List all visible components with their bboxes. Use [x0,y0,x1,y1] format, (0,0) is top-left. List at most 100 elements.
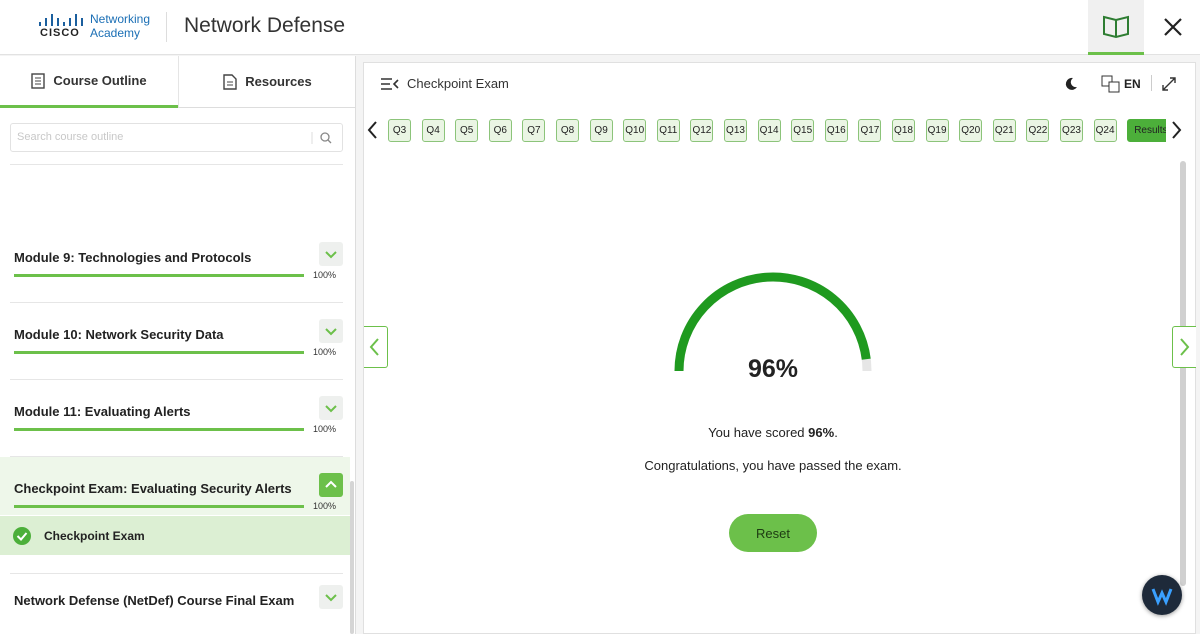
divider [166,12,167,42]
close-button[interactable] [1160,14,1186,40]
question-tab[interactable]: Q10 [623,119,647,142]
outline-icon [31,72,46,89]
score-message: You have scored 96%. [573,425,973,440]
question-tab[interactable]: Q11 [656,119,680,142]
tab-label: Course Outline [53,73,147,88]
question-tab[interactable]: Q14 [757,119,781,142]
message-score: 96% [808,425,835,440]
next-page[interactable] [1172,326,1196,368]
scrollbar [1180,161,1186,586]
chevron [325,480,337,488]
question-tab[interactable]: Q6 [488,119,512,142]
divider [10,164,343,165]
divider [1151,75,1152,91]
cisco-word: CISCO [40,27,80,39]
search-placeholder: Search course outline [17,131,124,143]
outline-entry[interactable]: Checkpoint Exam [0,516,350,555]
progress-label: 100% [312,501,336,511]
dark-mode-icon[interactable] [1063,76,1079,92]
question-tab[interactable]: Q12 [690,119,714,142]
divider [10,573,343,574]
chevron-path [325,251,337,259]
chevron-path [325,405,337,413]
progress-bar [14,274,304,277]
chevron-path [325,328,337,336]
item-title: Module 11: Evaluating Alerts [14,404,191,419]
score-gauge [674,272,872,372]
academy-logo: Networking Academy [90,12,150,40]
search-icon [311,132,332,144]
chevron [369,338,379,356]
prev-page[interactable] [364,326,388,368]
next-questions[interactable] [1169,120,1183,140]
question-tab[interactable]: Q4 [421,119,445,142]
divider [10,302,343,303]
question-tab[interactable]: Q7 [522,119,546,142]
divider [10,456,343,457]
divider [10,379,343,380]
prev-questions[interactable] [366,120,380,140]
chevron [1180,338,1190,356]
assistant-button[interactable] [1142,575,1182,615]
question-tab[interactable]: Q21 [992,119,1016,142]
question-tab[interactable]: Q9 [589,119,613,142]
tab[interactable]: Resources [178,56,355,108]
cisco-bars [39,14,83,26]
results-tab[interactable]: Results [1127,119,1166,142]
item-title: Module 9: Technologies and Protocols [14,250,252,265]
logo-line: Academy [90,26,141,40]
question-tab[interactable]: Q19 [925,119,949,142]
item-title: Network Defense (NetDef) Course Final Ex… [14,593,295,608]
question-tab[interactable]: Q17 [858,119,882,142]
message-text: You have scored [708,425,805,440]
toggle-button[interactable] [319,319,343,343]
item-title: Checkpoint Exam: Evaluating Security Ale… [14,481,292,496]
congrats: Congratulations, you have passed the exa… [644,458,902,473]
question-tab[interactable]: Q18 [892,119,915,142]
menu-icon[interactable] [380,77,400,91]
toggle-button[interactable] [319,473,343,497]
language[interactable]: EN [1124,77,1141,91]
progress-bar [14,505,304,508]
question-tab[interactable]: Q15 [791,119,815,142]
question-tab[interactable]: Q5 [455,119,479,142]
toggle-button[interactable] [319,585,343,609]
expand-icon[interactable] [1161,76,1177,92]
sidebar: Course Outline Resources Search course o… [0,56,356,634]
progress-label: 100% [312,424,336,434]
translate-icon[interactable] [1101,75,1121,93]
question-tab[interactable]: Q20 [959,119,983,142]
tab[interactable]: Course Outline [0,56,178,108]
toggle-button[interactable] [319,396,343,420]
progress-bar [14,428,304,431]
check-mark [16,532,28,541]
exam-title: Checkpoint Exam [407,76,509,91]
tab-label: Resources [245,74,312,89]
question-tab[interactable]: Q13 [724,119,747,142]
chevron-path [325,480,337,488]
book-button[interactable] [1088,0,1144,55]
outline-list: Module 9: Technologies and Protocols 100%… [0,56,350,634]
search-box[interactable]: Search course outline [10,123,343,152]
chevron [325,328,337,336]
progress-label: 100% [312,347,336,357]
question-tab[interactable]: Q8 [556,119,579,142]
logo-line: Networking [90,12,151,26]
chevron [325,251,337,259]
toggle-button[interactable] [319,242,343,266]
question-tab[interactable]: Q23 [1060,119,1083,142]
question-bar: Q3 Q4 Q5 Q6 Q7 Q8 Q9 Q10 Q11 Q12 Q13 Q14 Q15 Q16 Q17 Q1… [388,63,1166,153]
question-tab[interactable]: Q16 [824,119,848,142]
top-bar: CISCO Networking Academy Network Defense [0,0,1200,55]
progress-label: 100% [312,270,336,280]
question-tab[interactable]: Q22 [1026,119,1050,142]
exam-panel: Checkpoint Exam EN Q3 Q4 Q5 Q6 Q7 Q8 Q9 Q10 Q11 Q… [363,62,1196,634]
question-tab[interactable]: Q3 [388,119,411,142]
question-tab[interactable]: Q24 [1093,119,1117,142]
chevron [325,594,337,602]
reset-button[interactable]: Reset [729,514,817,552]
check-circle [13,527,31,545]
entry-title: Checkpoint Exam [44,529,145,543]
progress-bar [14,351,304,354]
